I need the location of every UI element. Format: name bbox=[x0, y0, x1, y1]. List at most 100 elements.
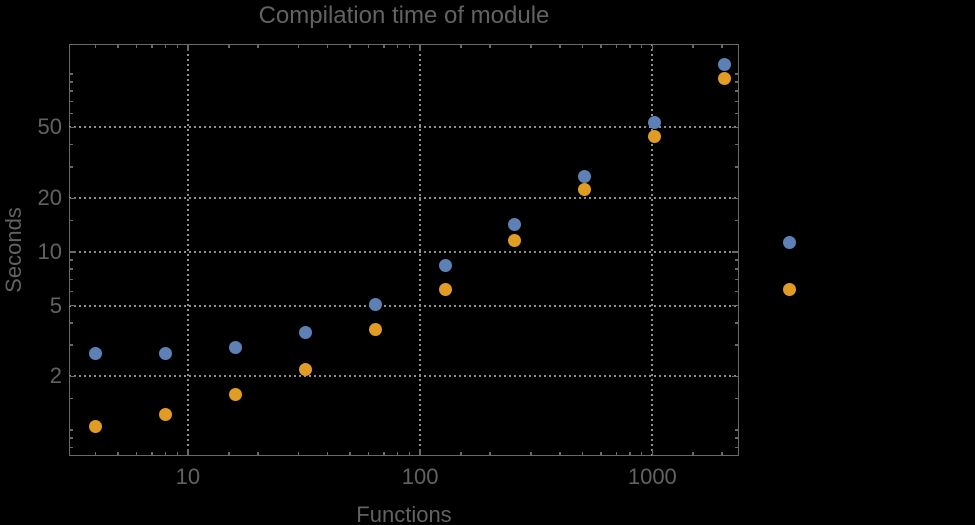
x-minor-tick bbox=[228, 451, 230, 456]
data-point-series-2 bbox=[648, 129, 662, 143]
x-minor-tick bbox=[117, 451, 119, 456]
x-tick-label: 1000 bbox=[627, 464, 677, 489]
y-tick-label: 5 bbox=[49, 292, 62, 318]
y-minor-tick bbox=[734, 278, 739, 281]
x-minor-tick bbox=[94, 44, 97, 48]
y-minor-tick bbox=[69, 290, 73, 293]
data-point-series-2 bbox=[718, 72, 732, 86]
y-minor-tick bbox=[734, 290, 739, 293]
y-minor-tick bbox=[69, 219, 73, 222]
data-point-series-2 bbox=[438, 283, 452, 297]
y-minor-tick bbox=[69, 100, 73, 103]
x-minor-tick bbox=[559, 44, 561, 48]
x-axis-label: Functions bbox=[356, 502, 452, 525]
y-minor-tick bbox=[734, 143, 739, 146]
x-minor-tick bbox=[228, 44, 230, 48]
y-minor-tick bbox=[69, 90, 73, 92]
y-gridline bbox=[69, 197, 739, 200]
data-point-series-1 bbox=[89, 346, 103, 360]
x-minor-tick bbox=[460, 44, 462, 48]
y-minor-tick bbox=[69, 278, 73, 281]
x-gridline bbox=[651, 44, 654, 456]
x-tick-label: 10 bbox=[175, 464, 201, 489]
y-minor-tick bbox=[734, 397, 739, 400]
data-point-series-2 bbox=[298, 362, 312, 376]
x-minor-tick bbox=[530, 451, 532, 456]
y-minor-tick bbox=[734, 344, 739, 346]
y-minor-tick bbox=[69, 259, 73, 261]
y-minor-tick bbox=[734, 259, 739, 261]
y-gridline bbox=[69, 250, 739, 253]
data-point-series-2 bbox=[578, 183, 592, 197]
y-tick-label: 20 bbox=[37, 185, 62, 211]
y-minor-tick bbox=[734, 73, 739, 75]
y-major-tick bbox=[69, 197, 76, 200]
x-minor-tick bbox=[383, 451, 385, 456]
y-minor-tick bbox=[69, 437, 73, 439]
y-tick-label: 10 bbox=[37, 238, 62, 264]
x-minor-tick bbox=[629, 44, 631, 48]
x-minor-tick bbox=[94, 451, 97, 456]
x-minor-tick bbox=[257, 451, 259, 456]
x-minor-tick bbox=[257, 44, 259, 48]
x-minor-tick bbox=[692, 451, 694, 456]
x-minor-tick bbox=[581, 44, 584, 48]
y-minor-tick bbox=[734, 268, 739, 270]
x-minor-tick bbox=[135, 451, 138, 456]
y-major-tick bbox=[731, 126, 739, 129]
y-minor-tick bbox=[734, 81, 739, 83]
x-minor-tick bbox=[396, 451, 399, 456]
y-minor-tick bbox=[734, 90, 739, 92]
y-minor-tick bbox=[734, 166, 739, 168]
data-point-series-1 bbox=[578, 170, 592, 184]
x-major-tick bbox=[187, 44, 189, 51]
y-tick-label: 50 bbox=[37, 114, 62, 140]
x-tick-label: 100 bbox=[401, 464, 439, 489]
y-major-tick bbox=[731, 375, 739, 378]
y-minor-tick bbox=[69, 397, 73, 400]
y-minor-tick bbox=[69, 166, 73, 168]
x-minor-tick bbox=[326, 451, 329, 456]
y-major-tick bbox=[69, 251, 76, 253]
data-point-series-2 bbox=[508, 233, 522, 247]
y-major-tick bbox=[731, 304, 739, 307]
x-minor-tick bbox=[640, 44, 643, 48]
x-minor-tick bbox=[408, 451, 411, 456]
y-minor-tick bbox=[734, 100, 739, 103]
data-point-series-1 bbox=[438, 258, 452, 272]
y-minor-tick bbox=[734, 446, 739, 449]
x-minor-tick bbox=[530, 44, 532, 48]
data-point-series-1 bbox=[298, 325, 312, 339]
x-minor-tick bbox=[176, 44, 179, 48]
x-minor-tick bbox=[559, 451, 561, 456]
x-gridline bbox=[186, 44, 189, 456]
x-gridline bbox=[419, 44, 422, 456]
x-minor-tick bbox=[721, 44, 723, 48]
y-minor-tick bbox=[734, 219, 739, 222]
x-minor-tick bbox=[460, 451, 462, 456]
x-minor-tick bbox=[117, 44, 119, 48]
x-minor-tick bbox=[383, 44, 385, 48]
x-major-tick bbox=[187, 448, 189, 456]
x-minor-tick bbox=[151, 44, 153, 48]
x-minor-tick bbox=[721, 451, 723, 456]
y-gridline bbox=[69, 375, 739, 378]
x-minor-tick bbox=[367, 451, 370, 456]
data-point-series-1 bbox=[508, 218, 522, 232]
x-minor-tick bbox=[367, 44, 370, 48]
x-minor-tick bbox=[176, 451, 179, 456]
x-minor-tick bbox=[615, 451, 618, 456]
y-minor-tick bbox=[69, 344, 73, 346]
legend-marker-series-1 bbox=[782, 235, 796, 249]
x-minor-tick bbox=[164, 451, 167, 456]
x-major-tick bbox=[419, 44, 421, 51]
y-tick-label: 2 bbox=[49, 363, 62, 389]
y-minor-tick bbox=[734, 322, 739, 324]
y-minor-tick bbox=[69, 446, 73, 449]
x-minor-tick bbox=[489, 44, 491, 48]
y-minor-tick bbox=[734, 429, 739, 431]
x-minor-tick bbox=[349, 451, 351, 456]
y-major-tick bbox=[731, 197, 739, 200]
x-minor-tick bbox=[600, 44, 602, 48]
